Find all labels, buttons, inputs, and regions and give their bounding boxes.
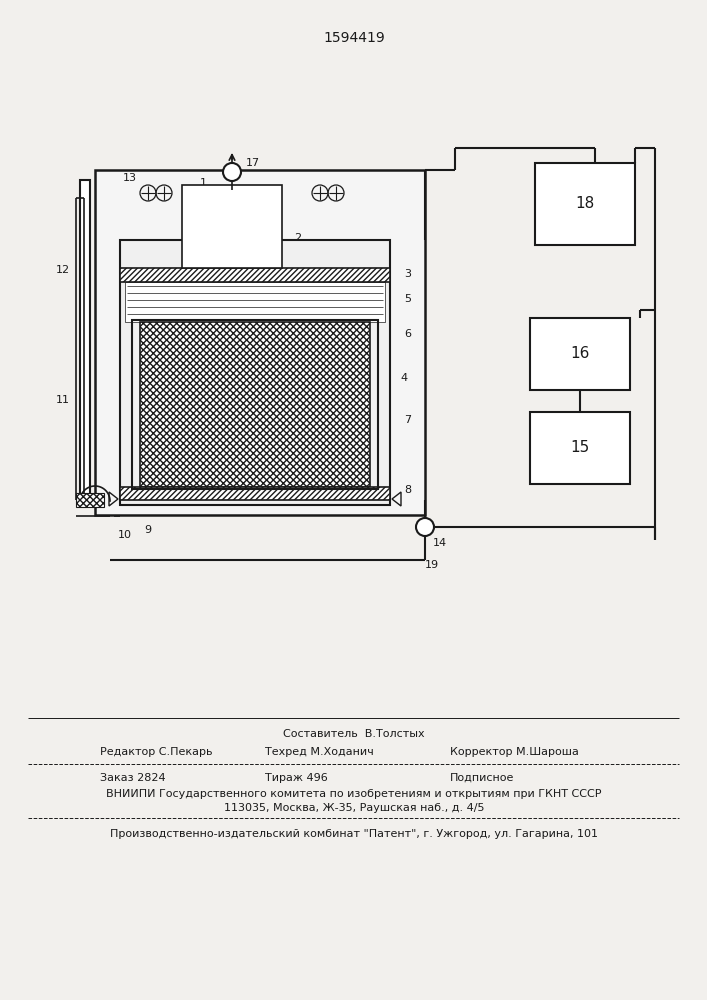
Text: 11: 11: [56, 395, 70, 405]
Text: Редактор С.Пекарь: Редактор С.Пекарь: [100, 747, 213, 757]
Text: Техред М.Ходанич: Техред М.Ходанич: [265, 747, 374, 757]
Text: 10: 10: [118, 530, 132, 540]
Text: ВНИИПИ Государственного комитета по изобретениям и открытиям при ГКНТ СССР: ВНИИПИ Государственного комитета по изоб…: [106, 789, 602, 799]
Text: 13: 13: [123, 173, 137, 183]
Bar: [132, 320, 378, 489]
Bar: [95, 170, 425, 515]
Bar: [120, 268, 390, 282]
Circle shape: [416, 518, 434, 536]
Text: 113035, Москва, Ж-35, Раушская наб., д. 4/5: 113035, Москва, Ж-35, Раушская наб., д. …: [223, 803, 484, 813]
Text: 15: 15: [571, 440, 590, 456]
Bar: [140, 322, 370, 487]
Text: 1: 1: [200, 178, 207, 188]
Text: 2: 2: [294, 233, 302, 243]
Text: Тираж 496: Тираж 496: [265, 773, 328, 783]
Circle shape: [223, 163, 241, 181]
Text: Производственно-издательский комбинат "Патент", г. Ужгород, ул. Гагарина, 101: Производственно-издательский комбинат "П…: [110, 829, 598, 839]
Text: 8: 8: [404, 485, 411, 495]
Text: 17: 17: [246, 158, 260, 168]
Text: 1594419: 1594419: [323, 31, 385, 45]
Text: 3: 3: [404, 269, 411, 279]
Text: 5: 5: [404, 294, 411, 304]
Bar: [182, 185, 282, 268]
Bar: [125, 282, 385, 322]
Bar: [80, 180, 90, 500]
Bar: [76, 493, 104, 507]
Text: 4: 4: [400, 373, 407, 383]
Bar: [535, 163, 635, 245]
Text: Заказ 2824: Заказ 2824: [100, 773, 165, 783]
Text: 16: 16: [571, 347, 590, 361]
Bar: [530, 412, 630, 484]
Text: 7: 7: [404, 415, 411, 425]
Bar: [530, 318, 630, 390]
Text: 12: 12: [56, 265, 70, 275]
Text: 19: 19: [425, 560, 439, 570]
Text: Составитель  В.Толстых: Составитель В.Толстых: [284, 729, 425, 739]
Text: Корректор М.Шароша: Корректор М.Шароша: [450, 747, 579, 757]
Text: Подписное: Подписное: [450, 773, 515, 783]
Bar: [120, 240, 390, 505]
Text: 14: 14: [433, 538, 447, 548]
Text: 18: 18: [575, 196, 595, 212]
Text: 9: 9: [144, 525, 151, 535]
Bar: [120, 487, 390, 500]
Text: 6: 6: [404, 329, 411, 339]
